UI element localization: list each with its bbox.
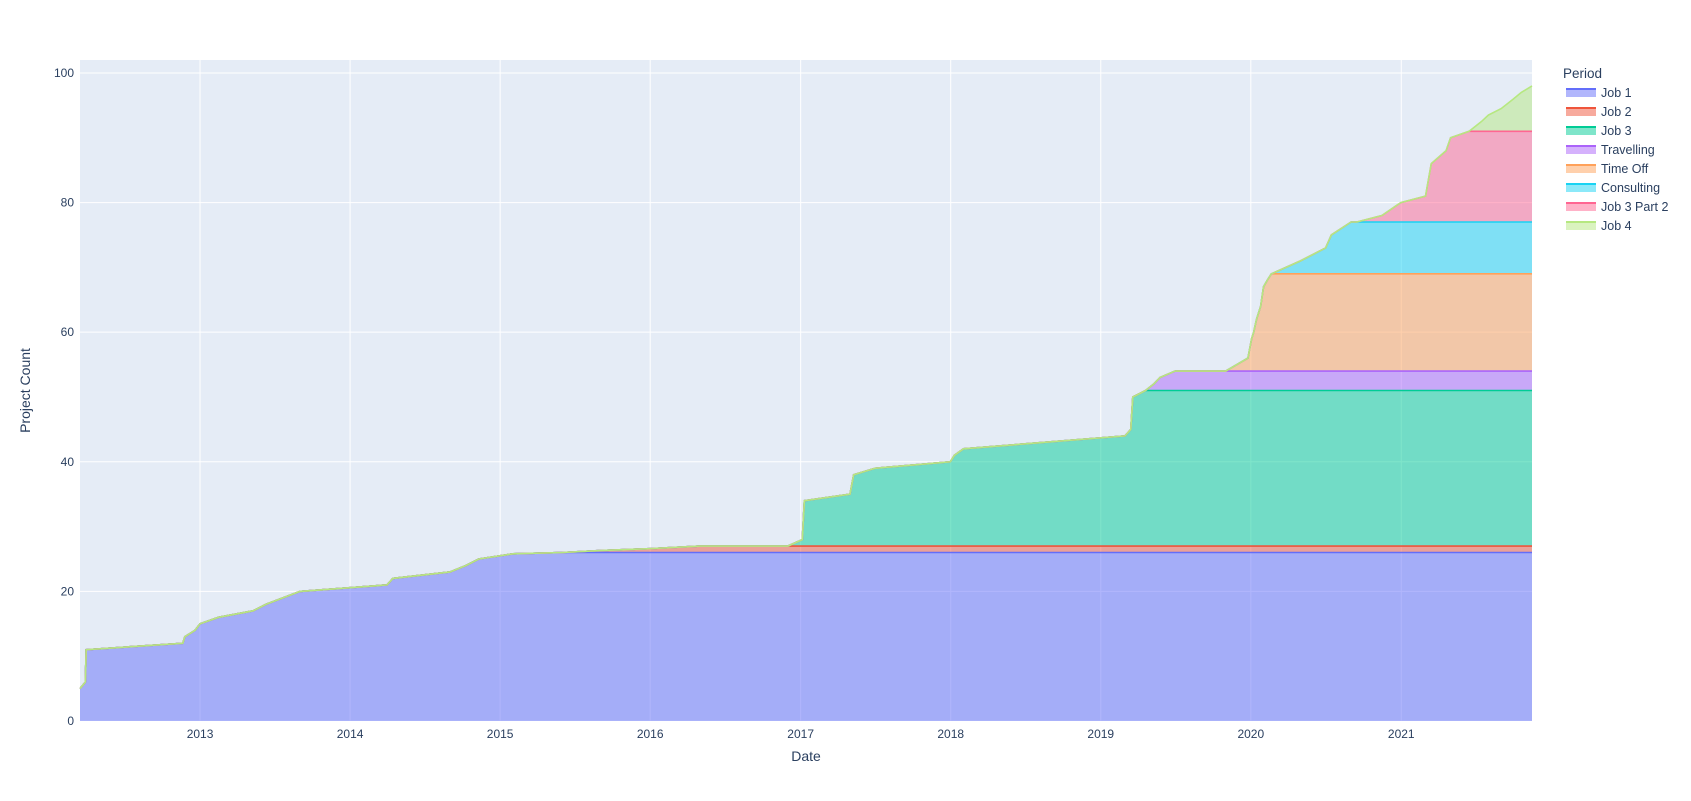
x-tick-label: 2018 xyxy=(937,727,964,741)
y-tick-label: 0 xyxy=(67,714,74,728)
area-job-1[interactable] xyxy=(80,552,1532,721)
y-tick-label: 100 xyxy=(54,66,74,80)
legend-item-job-3-part-2[interactable]: Job 3 Part 2 xyxy=(1566,200,1668,214)
x-tick-label: 2014 xyxy=(337,727,364,741)
x-tick-label: 2015 xyxy=(487,727,514,741)
legend-item-travelling[interactable]: Travelling xyxy=(1566,143,1655,157)
legend-item-consulting[interactable]: Consulting xyxy=(1566,181,1660,195)
y-tick-label: 60 xyxy=(61,325,75,339)
legend-label: Consulting xyxy=(1601,181,1660,195)
legend-item-job-1[interactable]: Job 1 xyxy=(1566,86,1632,100)
y-tick-label: 80 xyxy=(61,196,75,210)
x-axis-title: Date xyxy=(791,748,821,764)
legend-label: Job 2 xyxy=(1601,105,1632,119)
x-tick-label: 2020 xyxy=(1237,727,1264,741)
area-layer xyxy=(79,85,1533,721)
legend[interactable]: Period Job 1 Job 2 Job 3 Travelling Time Off… xyxy=(1563,66,1668,233)
area-consulting[interactable] xyxy=(80,222,1532,689)
legend-swatch xyxy=(1566,108,1596,116)
legend-swatch xyxy=(1566,184,1596,192)
x-tick-label: 2021 xyxy=(1388,727,1415,741)
x-tick-labels: 2013 2014 2015 2016 2017 2018 2019 2020 2021 xyxy=(187,727,1415,741)
legend-swatch xyxy=(1566,222,1596,230)
y-tick-label: 20 xyxy=(61,584,75,598)
legend-label: Time Off xyxy=(1601,162,1649,176)
legend-item-time-off[interactable]: Time Off xyxy=(1566,162,1649,176)
legend-item-job-4[interactable]: Job 4 xyxy=(1566,219,1632,233)
legend-swatch xyxy=(1566,146,1596,154)
area-time-off[interactable] xyxy=(80,273,1532,689)
legend-label: Travelling xyxy=(1601,143,1655,157)
x-tick-label: 2013 xyxy=(187,727,214,741)
line-job-4 xyxy=(79,85,1533,690)
x-tick-label: 2016 xyxy=(637,727,664,741)
legend-item-job-2[interactable]: Job 2 xyxy=(1566,105,1632,119)
legend-swatch xyxy=(1566,127,1596,135)
legend-item-job-3[interactable]: Job 3 xyxy=(1566,124,1632,138)
legend-label: Job 1 xyxy=(1601,86,1632,100)
legend-title: Period xyxy=(1563,66,1602,81)
x-tick-label: 2019 xyxy=(1087,727,1114,741)
y-axis-title: Project Count xyxy=(17,348,33,433)
y-tick-labels: 0 20 40 60 80 100 xyxy=(54,66,74,728)
y-tick-label: 40 xyxy=(61,455,75,469)
legend-label: Job 4 xyxy=(1601,219,1632,233)
legend-label: Job 3 xyxy=(1601,124,1632,138)
area-job-3[interactable] xyxy=(80,390,1532,689)
legend-swatch xyxy=(1566,203,1596,211)
x-tick-label: 2017 xyxy=(787,727,814,741)
legend-swatch xyxy=(1566,89,1596,97)
legend-swatch xyxy=(1566,165,1596,173)
legend-label: Job 3 Part 2 xyxy=(1601,200,1668,214)
